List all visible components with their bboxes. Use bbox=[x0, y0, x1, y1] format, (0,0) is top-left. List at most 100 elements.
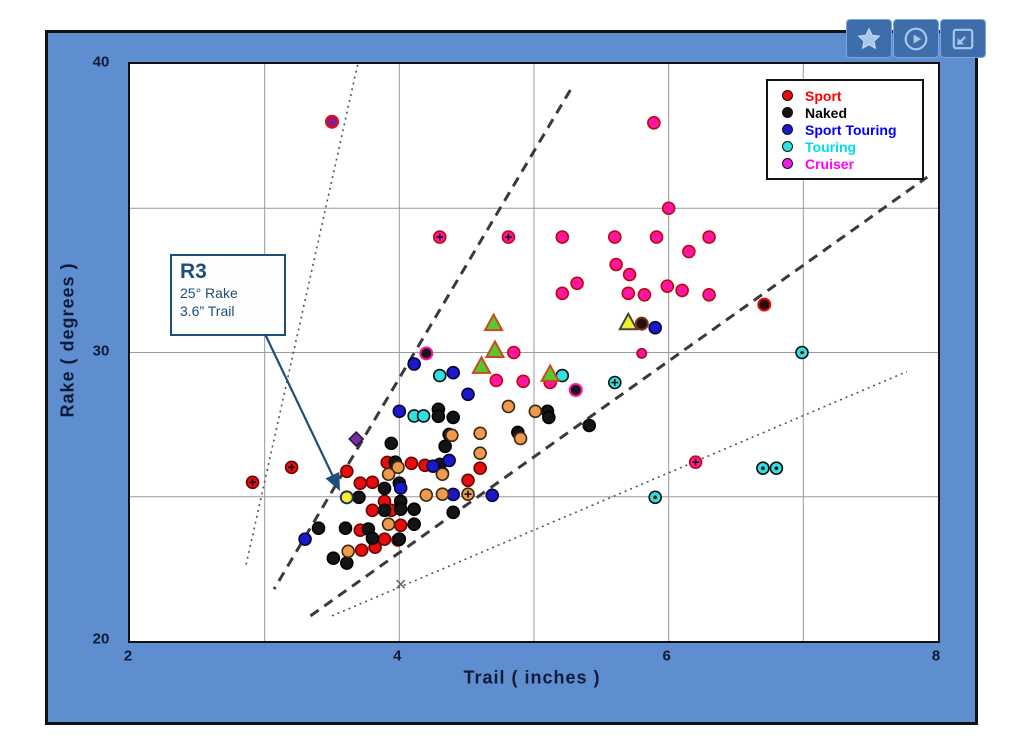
x-axis-title: Trail ( inches ) bbox=[463, 667, 601, 688]
star-button[interactable] bbox=[846, 19, 892, 58]
point-orange-unlabeled- bbox=[341, 544, 355, 559]
legend-swatch bbox=[782, 141, 793, 152]
point-sport-touring bbox=[407, 357, 421, 371]
point-cruiser bbox=[506, 345, 521, 360]
point-sport-touring bbox=[392, 404, 407, 419]
point-naked bbox=[393, 502, 408, 516]
x-tick-label: 6 bbox=[662, 647, 671, 665]
point-sport bbox=[473, 461, 487, 475]
point-cruiser bbox=[609, 257, 623, 272]
point-cruiser bbox=[660, 279, 675, 293]
dot-overlay bbox=[774, 466, 779, 470]
point-sport bbox=[365, 503, 380, 518]
legend-label: Sport Touring bbox=[805, 121, 897, 138]
point-naked bbox=[407, 517, 421, 531]
point-cruiser bbox=[675, 283, 689, 298]
point-naked bbox=[340, 556, 354, 570]
legend-swatch bbox=[782, 107, 793, 118]
legend-item-cruiser: Cruiser bbox=[782, 155, 914, 172]
point-naked bbox=[365, 531, 380, 546]
point-cruiser bbox=[661, 201, 676, 216]
point-naked bbox=[446, 410, 461, 425]
point-sport bbox=[340, 464, 354, 479]
point-green-triangles bbox=[539, 363, 561, 382]
annotation-rake: 25° Rake bbox=[180, 285, 238, 301]
legend-item-sport: Sport bbox=[782, 87, 914, 104]
point-naked bbox=[407, 502, 421, 516]
x-tick-label: 4 bbox=[393, 647, 402, 665]
point-dark-red-ring bbox=[757, 297, 772, 312]
point-dark-maroon bbox=[634, 316, 649, 331]
point-black-magenta-ring2 bbox=[568, 383, 583, 398]
point-sport-touring bbox=[426, 459, 440, 473]
point-x-marker bbox=[396, 579, 406, 589]
point-yellow-triangle bbox=[618, 311, 639, 331]
point-cruiser bbox=[702, 230, 716, 244]
point-black-magenta-ring bbox=[419, 346, 434, 361]
legend-label: Touring bbox=[805, 138, 857, 155]
point-sport bbox=[393, 518, 408, 533]
point-orange-unlabeled- bbox=[513, 431, 528, 446]
point-small-magenta bbox=[636, 347, 648, 359]
dot-overlay bbox=[800, 350, 804, 355]
point-naked bbox=[384, 436, 399, 451]
point-naked bbox=[311, 521, 326, 535]
point-cruiser bbox=[570, 276, 584, 291]
popout-button[interactable] bbox=[940, 19, 986, 58]
legend-label: Sport bbox=[805, 87, 842, 104]
point-orange-unlabeled- bbox=[435, 487, 450, 501]
point-orange-unlabeled- bbox=[419, 488, 434, 502]
play-icon bbox=[904, 27, 928, 50]
annotation-box: R3 25° Rake 3.6” Trail bbox=[170, 254, 286, 336]
point-naked bbox=[377, 481, 392, 496]
guide-line-shallow-dotted bbox=[331, 370, 908, 617]
legend-label: Cruiser bbox=[805, 155, 855, 172]
point-naked bbox=[582, 418, 597, 433]
point-sport bbox=[353, 476, 368, 490]
point-sport-touring bbox=[393, 481, 408, 495]
y-tick-label: 20 bbox=[92, 630, 110, 648]
legend-swatch bbox=[782, 158, 793, 169]
point-sport bbox=[404, 456, 419, 471]
point-orange-unlabeled- bbox=[473, 446, 487, 460]
point-cruiser bbox=[555, 230, 570, 244]
point-cruiser bbox=[649, 230, 664, 244]
point-cruiser bbox=[637, 288, 652, 302]
point-orange-unlabeled- bbox=[501, 399, 516, 414]
point-sport-touring bbox=[461, 387, 475, 402]
point-sport-touring bbox=[442, 453, 456, 468]
point-naked bbox=[392, 532, 407, 546]
legend-item-touring: Touring bbox=[782, 138, 914, 155]
point-orange-unlabeled- bbox=[473, 426, 487, 441]
point-cruiser bbox=[607, 230, 622, 244]
legend: Sport Naked Sport Touring Touring Cruiser bbox=[766, 79, 924, 180]
point-cruiser bbox=[489, 373, 504, 388]
point-naked bbox=[326, 551, 341, 566]
point-naked bbox=[377, 503, 392, 518]
point-sport-touring bbox=[648, 320, 663, 335]
popout-icon bbox=[952, 28, 974, 49]
x-tick-label: 2 bbox=[123, 647, 133, 665]
x-tick-label: 8 bbox=[931, 647, 941, 665]
point-orange-unlabeled- bbox=[445, 428, 459, 443]
point-cruiser bbox=[702, 288, 716, 302]
point-cruiser bbox=[555, 286, 570, 301]
scatter-plot bbox=[130, 64, 938, 641]
point-red-ring-purple bbox=[325, 114, 339, 129]
annotation-title: R3 bbox=[180, 260, 207, 283]
dot-overlay bbox=[761, 466, 765, 470]
point-sport-touring bbox=[446, 365, 461, 380]
point-naked bbox=[352, 490, 366, 505]
star-icon bbox=[857, 26, 881, 49]
legend-item-naked: Naked bbox=[782, 104, 914, 121]
point-naked bbox=[431, 409, 446, 424]
annotation-trail: 3.6” Trail bbox=[180, 303, 235, 319]
point-orange-unlabeled- bbox=[381, 517, 396, 531]
play-button[interactable] bbox=[893, 19, 939, 58]
point-naked bbox=[438, 439, 452, 454]
point-touring bbox=[416, 409, 431, 423]
point-cruiser bbox=[682, 244, 696, 259]
point-cruiser bbox=[621, 286, 636, 301]
point-R3-highlight bbox=[339, 490, 354, 505]
